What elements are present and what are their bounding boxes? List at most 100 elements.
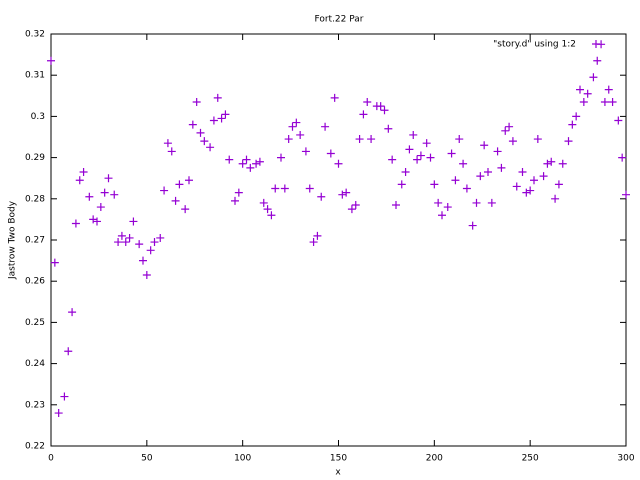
x-tick-label: 0 [48,454,54,464]
point [280,184,289,193]
point [129,217,138,226]
y-tick-label: 0.23 [25,400,45,410]
point [497,163,506,172]
point [221,110,230,119]
point [593,56,602,65]
point [206,143,215,152]
y-tick-label: 0.25 [25,318,45,328]
point [64,347,73,356]
point [209,116,218,125]
point [200,137,209,146]
y-tick-label: 0.24 [25,359,45,369]
point [600,97,609,106]
point [47,56,55,65]
point [150,238,159,247]
point [363,97,372,106]
point [401,168,410,177]
point [271,184,280,193]
point [175,180,184,189]
point [225,155,234,164]
point [539,172,548,181]
point [313,231,322,240]
point [572,112,581,121]
point [434,198,443,207]
point [397,180,406,189]
point [85,192,94,201]
point [505,122,514,131]
point [338,190,347,199]
point [75,176,84,185]
y-tick-label: 0.26 [25,277,45,287]
point [512,182,521,191]
point [392,200,400,209]
point [93,217,101,226]
point [301,147,310,156]
point [252,159,261,168]
point [117,231,126,240]
point [234,188,243,197]
point [259,198,268,207]
point [146,246,155,255]
point [104,174,113,183]
point [217,114,226,123]
point [171,196,180,205]
point [443,203,452,212]
point [54,409,63,418]
point [530,176,538,185]
point [384,124,393,133]
point [185,176,193,185]
point [167,147,176,156]
point [330,93,339,102]
point [618,153,627,162]
point [438,211,446,220]
point [139,256,147,265]
point [68,308,77,317]
point [359,110,368,119]
point [292,118,301,127]
x-tick-label: 150 [330,454,347,464]
point [246,163,255,172]
point [487,198,496,207]
point [455,135,464,144]
point [277,153,285,162]
point [579,97,588,106]
point [263,205,272,214]
point [583,89,592,98]
point [526,186,535,195]
point [413,155,422,164]
point [334,159,343,168]
y-tick-label: 0.3 [31,112,45,122]
point [284,135,293,144]
point [79,168,88,177]
point [351,200,360,209]
point [296,130,305,139]
point [508,137,517,146]
point [188,120,197,129]
point [242,155,251,164]
point [447,149,456,158]
point [472,198,481,207]
point [309,238,318,247]
point [493,147,502,156]
point [422,139,431,148]
point [416,151,425,160]
point [568,120,577,129]
point [558,159,567,168]
x-tick-label: 200 [426,454,443,464]
point [255,157,264,166]
y-tick-label: 0.32 [25,30,45,40]
chart-title: Fort.22 Par [314,15,363,25]
x-tick-label: 50 [141,454,153,464]
point [321,122,330,131]
point [409,130,418,139]
point [121,238,130,247]
point [367,135,376,144]
point [96,203,105,212]
point [142,271,151,280]
point [547,157,556,166]
y-tick-label: 0.31 [25,71,45,81]
point [522,188,531,197]
point [459,159,468,168]
point [468,221,477,230]
